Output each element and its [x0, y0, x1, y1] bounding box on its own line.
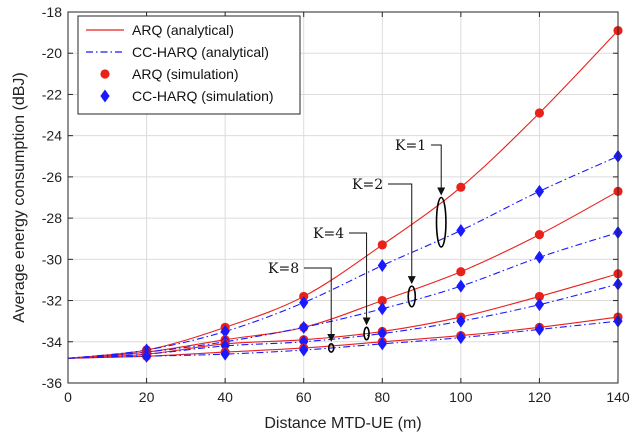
- x-axis-label: Distance MTD-UE (m): [264, 415, 421, 432]
- cc-harq-simulation-point: [534, 298, 545, 312]
- annotation-label: K=2: [352, 177, 383, 193]
- cc-harq-analytical-curve-k1: [67, 155, 619, 359]
- arq-simulation-point: [534, 230, 545, 240]
- arq-simulation-point: [534, 291, 545, 302]
- annotation-arrow: [431, 144, 446, 196]
- y-tick-label: -20: [42, 45, 62, 61]
- arq-simulation-point: [377, 295, 387, 306]
- cc-harq-simulation-point: [220, 324, 230, 338]
- cc-harq-analytical-curve-k8: [67, 320, 619, 359]
- arq-analytical-curve-k8: [67, 316, 619, 359]
- cc-harq-simulation-point: [534, 250, 545, 264]
- y-tick-label: -34: [42, 334, 62, 350]
- cc-harq-simulation-point: [299, 343, 309, 357]
- annotation-ellipse: [435, 196, 447, 248]
- cc-harq-simulation-point: [456, 331, 466, 345]
- cc-harq-simulation-point: [456, 279, 466, 293]
- annotation-label: K=4: [313, 226, 344, 242]
- annotations: K=1 K=2 K=4 K=8: [268, 138, 447, 353]
- x-tick-label: 20: [139, 389, 155, 405]
- y-tick-label: -24: [42, 128, 62, 144]
- annotation-label: K=1: [395, 138, 426, 154]
- x-tick-label: 60: [296, 389, 312, 405]
- legend-box: [77, 15, 301, 115]
- x-tick-label: 100: [449, 389, 473, 405]
- cc-harq-simulation-point: [299, 320, 309, 334]
- y-tick-label: -28: [42, 210, 62, 226]
- arq-simulation-point: [534, 108, 545, 118]
- legend-label: ARQ (simulation): [132, 66, 239, 82]
- arq-simulation-point: [377, 240, 387, 250]
- legend-label: ARQ (analytical): [132, 22, 234, 38]
- x-tick-label: 140: [606, 389, 630, 405]
- annotation-arrow: [304, 267, 336, 342]
- simulation-markers: [141, 25, 623, 363]
- legend-label: CC-HARQ (simulation): [132, 88, 274, 104]
- annotation-arrow: [388, 183, 416, 285]
- legend: ARQ (analytical) CC-HARQ (analytical) ARQ …: [77, 15, 301, 115]
- y-axis-label: Average energy consumption (dBJ): [11, 72, 28, 323]
- axis-ticks: 0 20 40 60 80 100 120 140 -36 -34 -32 -30 -28 -26 -24 -…: [42, 4, 630, 405]
- annotation-label: K=8: [268, 261, 299, 277]
- x-tick-label: 120: [528, 389, 552, 405]
- cc-harq-simulation-point: [456, 314, 466, 328]
- x-tick-label: 40: [217, 389, 233, 405]
- plot-frame: [67, 11, 619, 384]
- y-tick-label: -26: [42, 169, 62, 185]
- y-tick-label: -22: [42, 86, 62, 102]
- annotation-ellipse: [407, 285, 417, 308]
- legend-swatch-arq-simulation: [100, 69, 110, 79]
- y-tick-label: -36: [42, 375, 62, 391]
- annotation-arrow: [349, 232, 371, 326]
- cc-harq-simulation-point: [220, 347, 230, 361]
- cc-harq-simulation-point: [299, 296, 309, 310]
- cc-harq-simulation-point: [534, 322, 545, 336]
- legend-label: CC-HARQ (analytical): [132, 44, 269, 60]
- annotation-ellipse: [363, 326, 370, 341]
- y-tick-label: -18: [42, 4, 62, 20]
- cc-harq-simulation-point: [377, 259, 387, 273]
- cc-harq-simulation-point: [456, 223, 466, 237]
- cc-harq-simulation-point: [377, 327, 387, 341]
- arq-simulation-point: [456, 182, 466, 192]
- arq-simulation-point: [456, 267, 466, 277]
- y-tick-label: -32: [42, 293, 62, 309]
- cc-harq-simulation-point: [377, 337, 387, 351]
- x-tick-label: 80: [374, 389, 390, 405]
- cc-harq-simulation-point: [141, 349, 152, 363]
- legend-swatch-cc-harq-simulation: [100, 89, 110, 103]
- x-tick-label: 0: [64, 389, 72, 405]
- annotation-ellipse: [327, 343, 335, 353]
- cc-harq-simulation-point: [534, 184, 545, 198]
- y-tick-label: -30: [42, 251, 62, 267]
- cc-harq-simulation-point: [377, 302, 387, 316]
